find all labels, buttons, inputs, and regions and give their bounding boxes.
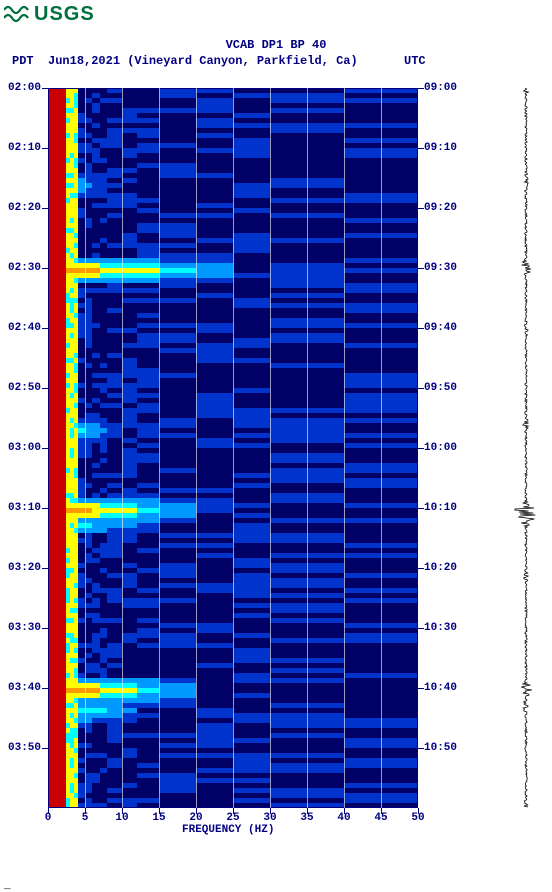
y-label-left: 03:30 <box>8 622 41 634</box>
y-label-right: 09:00 <box>424 82 457 94</box>
subtitle-suffix: UTC <box>404 54 426 68</box>
waveform-panel <box>512 88 540 808</box>
subtitle-prefix: PDT <box>12 54 34 68</box>
y-label-left: 03:10 <box>8 502 41 514</box>
y-label-right: 09:40 <box>424 322 457 334</box>
chart-title: VCAB DP1 BP 40 <box>0 38 552 52</box>
page-root: USGS VCAB DP1 BP 40 PDT Jun18,2021 (Vine… <box>0 0 552 892</box>
y-label-right: 09:20 <box>424 202 457 214</box>
y-label-left: 02:00 <box>8 82 41 94</box>
y-label-left: 03:20 <box>8 562 41 574</box>
y-label-left: 03:40 <box>8 682 41 694</box>
y-label-right: 10:30 <box>424 622 457 634</box>
y-label-left: 03:00 <box>8 442 41 454</box>
y-label-left: 02:40 <box>8 322 41 334</box>
logo-text: USGS <box>34 4 95 24</box>
y-label-right: 10:40 <box>424 682 457 694</box>
y-label-right: 09:10 <box>424 142 457 154</box>
y-label-right: 10:20 <box>424 562 457 574</box>
y-label-left: 03:50 <box>8 742 41 754</box>
y-label-left: 02:20 <box>8 202 41 214</box>
wave-icon <box>4 4 30 24</box>
y-label-right: 09:50 <box>424 382 457 394</box>
y-label-left: 02:10 <box>8 142 41 154</box>
y-label-left: 02:30 <box>8 262 41 274</box>
y-label-right: 09:30 <box>424 262 457 274</box>
subtitle-main: Jun18,2021 (Vineyard Canyon, Parkfield, … <box>48 54 358 68</box>
chart-subtitle: PDT Jun18,2021 (Vineyard Canyon, Parkfie… <box>12 54 358 68</box>
x-axis-title: FREQUENCY (HZ) <box>182 824 274 836</box>
footmark: _ <box>4 880 11 892</box>
y-label-right: 10:50 <box>424 742 457 754</box>
y-label-right: 10:10 <box>424 502 457 514</box>
y-label-left: 02:50 <box>8 382 41 394</box>
y-label-right: 10:00 <box>424 442 457 454</box>
waveform-trace <box>512 88 540 808</box>
usgs-logo: USGS <box>4 4 95 24</box>
spectrogram-panel <box>48 88 418 808</box>
